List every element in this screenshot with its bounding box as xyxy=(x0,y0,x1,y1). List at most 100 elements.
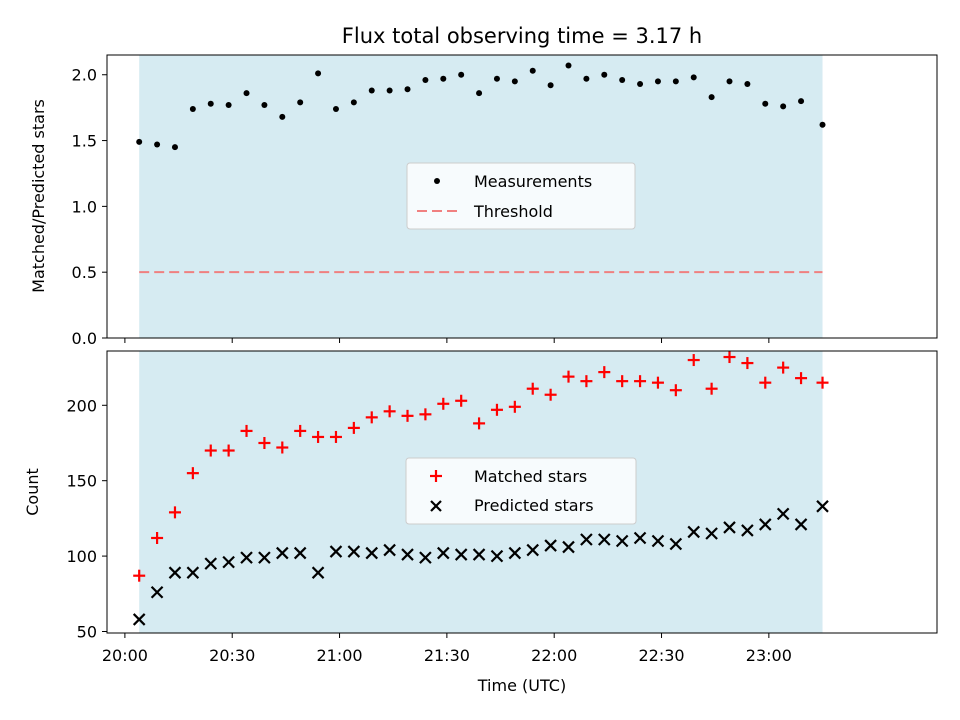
matched-stars-points xyxy=(133,351,829,582)
bottom-panel: 50 100 150 200 20:00 20:30 21:00 21:30 22:00 22:… xyxy=(23,350,938,695)
measurement-point xyxy=(798,98,805,105)
top-panel: 0.0 0.5 1.0 1.5 2.0 Flux total observing tim… xyxy=(29,24,938,348)
predicted-star-point xyxy=(365,546,379,560)
matched-star-point xyxy=(687,354,700,367)
bottom-x-tick-label: 21:00 xyxy=(316,646,362,665)
predicted-star-point xyxy=(472,548,486,561)
measurement-point xyxy=(279,113,286,120)
predicted-star-point xyxy=(132,613,146,626)
measurement-point xyxy=(511,78,518,85)
matched-star-point xyxy=(777,361,790,374)
top-y-tick-label: 1.5 xyxy=(72,132,97,151)
predicted-star-point xyxy=(240,551,253,564)
predicted-star-point xyxy=(615,534,629,548)
bottom-y-axis-label: Count xyxy=(23,468,42,516)
measurement-point xyxy=(332,105,339,112)
top-legend-box xyxy=(406,162,636,230)
bottom-y-tick-label: 200 xyxy=(66,396,97,415)
matched-star-point xyxy=(580,375,593,388)
matched-star-point xyxy=(816,376,829,389)
measurement-point xyxy=(261,102,268,109)
matched-star-point xyxy=(365,411,378,424)
legend-measurements-marker xyxy=(434,178,440,184)
measurement-point xyxy=(171,144,178,151)
measurement-point xyxy=(690,74,697,81)
predicted-star-point xyxy=(347,545,361,558)
measurement-point xyxy=(780,103,787,110)
matched-star-point xyxy=(222,444,235,457)
predicted-star-point xyxy=(741,524,754,537)
top-y-axis-label: Matched/Predicted stars xyxy=(29,99,48,293)
predicted-star-point xyxy=(526,543,540,557)
predicted-star-point xyxy=(723,521,736,534)
measurement-point xyxy=(225,102,232,109)
bottom-x-tick-label: 23:00 xyxy=(746,646,792,665)
measurement-point xyxy=(565,62,572,69)
matched-star-point xyxy=(258,436,271,449)
matched-star-point xyxy=(347,421,360,434)
bottom-x-tick-label: 22:00 xyxy=(531,646,577,665)
predicted-star-point xyxy=(562,540,575,554)
measurement-point xyxy=(529,67,536,74)
measurement-point xyxy=(404,86,411,93)
matched-star-point xyxy=(329,430,342,443)
top-y-tick-label: 0.0 xyxy=(72,329,97,348)
bottom-legend-box xyxy=(405,457,637,525)
matched-star-point xyxy=(651,376,664,389)
predicted-star-point xyxy=(419,551,432,564)
predicted-stars-points xyxy=(132,500,829,626)
matched-star-point xyxy=(723,351,736,364)
bottom-y-tick-label: 100 xyxy=(66,547,97,566)
measurement-point xyxy=(744,80,751,87)
predicted-star-point xyxy=(598,533,611,546)
matched-star-point xyxy=(401,409,414,422)
bottom-x-tick-label: 20:00 xyxy=(102,646,148,665)
predicted-star-point xyxy=(311,566,325,579)
predicted-star-point xyxy=(383,543,396,557)
measurement-point xyxy=(637,80,644,87)
measurement-point xyxy=(819,121,826,128)
predicted-star-point xyxy=(258,551,271,564)
predicted-star-point xyxy=(204,557,218,570)
predicted-star-point xyxy=(508,546,522,560)
matched-star-point xyxy=(616,375,629,388)
matched-star-point xyxy=(294,424,307,437)
measurement-point xyxy=(726,78,733,85)
predicted-star-point xyxy=(293,546,307,560)
matched-star-point xyxy=(168,506,181,519)
legend-matched-marker xyxy=(430,470,442,482)
measurement-point xyxy=(583,75,590,82)
top-chart-title: Flux total observing time = 3.17 h xyxy=(342,24,702,48)
measurement-point xyxy=(458,71,465,78)
measurement-point xyxy=(422,77,429,84)
matched-star-point xyxy=(437,397,450,410)
matched-star-point xyxy=(419,408,432,421)
predicted-star-point xyxy=(633,531,647,545)
measurement-point xyxy=(136,138,143,145)
matched-star-point xyxy=(473,417,486,430)
legend-threshold-label: Threshold xyxy=(473,202,553,221)
top-y-ticks: 0.0 0.5 1.0 1.5 2.0 xyxy=(72,66,107,348)
predicted-star-point xyxy=(168,566,182,579)
matched-star-point xyxy=(634,375,647,388)
predicted-star-point xyxy=(776,507,790,521)
bottom-x-ticks: 20:00 20:30 21:00 21:30 22:00 22:30 23:00 xyxy=(102,633,792,665)
measurement-point xyxy=(243,90,250,97)
measurement-point xyxy=(476,90,483,97)
predicted-star-point xyxy=(651,534,665,548)
predicted-star-point xyxy=(150,586,164,599)
matched-star-point xyxy=(795,372,808,385)
legend-matched-label: Matched stars xyxy=(474,467,587,486)
matched-star-point xyxy=(705,382,718,395)
matched-star-point xyxy=(669,384,682,397)
measurement-point xyxy=(368,87,375,94)
measurement-point xyxy=(762,100,769,107)
top-y-tick-label: 1.0 xyxy=(72,197,97,216)
measurements-points xyxy=(136,62,826,151)
measurement-point xyxy=(297,99,304,106)
predicted-star-point xyxy=(794,518,808,531)
predicted-star-point xyxy=(544,539,557,552)
bottom-y-ticks: 50 100 150 200 xyxy=(66,396,107,641)
predicted-star-point xyxy=(816,500,829,513)
bottom-x-tick-label: 20:30 xyxy=(209,646,255,665)
